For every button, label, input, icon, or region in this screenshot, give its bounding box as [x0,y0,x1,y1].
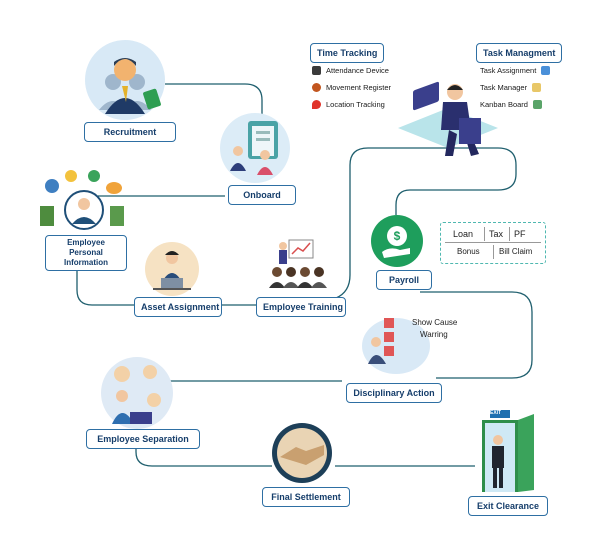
task-assignment-icon [541,66,551,75]
disciplinary-action-label: Disciplinary Action [346,383,442,403]
movement-register-icon [312,83,321,92]
disciplinary-action-illustration [362,318,430,374]
employee-personal-information-label: Employee Personal Information [45,235,127,271]
employee-avatar-icon [72,217,96,224]
loan-item: Loan [453,229,474,239]
final-settlement-illustration [272,423,332,483]
attendance-device-icon [312,66,321,75]
payroll-label: Payroll [376,270,432,290]
recruitment-label: Recruitment [84,122,176,142]
list-item-label: Task Assignment [480,66,537,75]
list-item-label: Task Manager [480,83,528,92]
onboard-clipboard-icon [230,121,278,175]
exit-clearance-label: Exit Clearance [468,496,548,516]
list-item-label: Movement Register [326,83,392,92]
asset-assignment-label: Asset Assignment [134,297,222,317]
list-item: Movement Register [312,79,391,96]
list-item: Task Manager [480,79,550,96]
exit-clearance-illustration [482,410,534,492]
bill-claim-item: Bill Claim [499,247,533,256]
task-manager-icon [532,83,542,92]
onboard-illustration [220,113,290,183]
businessman-laptop-illustration [398,81,498,156]
certificate-icon [40,206,54,226]
list-item: Location Tracking [312,96,391,113]
employee-separation-label: Employee Separation [86,429,200,449]
money-bag-icon [387,226,407,246]
exit-sign-text: EXIT [490,410,502,416]
employee-training-label: Employee Training [256,297,346,317]
globe-icon [45,179,59,193]
lightbulb-icon [65,170,77,182]
document-search-icon [110,206,124,226]
kanban-board-icon [532,100,542,109]
pf-item: PF [514,229,526,239]
show-cause-note: Show Cause [412,318,458,327]
location-pin-icon [312,100,321,109]
svg-text:$: $ [394,229,401,243]
list-item-label: Kanban Board [480,100,528,109]
task-management-title: Task Managment [476,43,563,63]
employee-separation-illustration [101,357,173,429]
warring-note: Warring [420,330,448,339]
list-item: Task Assignment [480,62,551,79]
chat-icon [106,182,122,194]
payroll-illustration: $ [371,215,423,267]
list-item: Kanban Board [480,96,550,113]
bonus-item: Bonus [457,247,480,256]
onboard-label: Onboard [228,185,296,205]
asset-assignment-illustration [145,242,199,296]
final-settlement-label: Final Settlement [262,487,350,507]
employee-training-illustration [269,239,327,288]
personal-information-icons [40,170,124,230]
time-tracking-list: Attendance Device Movement Register Loca… [312,62,391,113]
time-tracking-title: Time Tracking [310,43,385,63]
payroll-components-box: Loan Tax PF Bonus Bill Claim [440,222,546,264]
laptop-worker-icon [153,251,191,290]
tax-item: Tax [489,229,504,239]
recruitment-illustration [85,40,165,120]
list-item: Attendance Device [312,62,391,79]
exit-sign-icon [490,410,510,418]
cross-mark-icon [384,346,394,356]
recruiter-icon [99,58,161,114]
money-icon [88,170,100,182]
list-item-label: Attendance Device [326,66,389,75]
cross-mark-icon [384,318,394,328]
list-item-label: Location Tracking [326,100,385,109]
handshake-icon [280,445,324,465]
cross-mark-icon [384,332,394,342]
task-management-list: Task Assignment Task Manager Kanban Boar… [480,62,551,113]
